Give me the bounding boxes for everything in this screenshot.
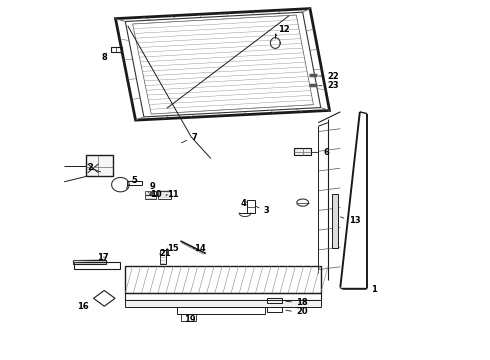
Text: 1: 1 bbox=[371, 285, 377, 294]
Text: 10: 10 bbox=[150, 190, 161, 199]
Text: 6: 6 bbox=[323, 148, 329, 157]
Text: 22: 22 bbox=[327, 72, 339, 81]
Text: 2: 2 bbox=[88, 163, 94, 172]
Text: 17: 17 bbox=[98, 253, 109, 262]
Text: 12: 12 bbox=[278, 25, 290, 34]
Text: 15: 15 bbox=[167, 244, 178, 253]
Text: 16: 16 bbox=[77, 302, 89, 311]
Text: 3: 3 bbox=[264, 206, 270, 215]
Text: 21: 21 bbox=[159, 249, 171, 258]
Polygon shape bbox=[332, 194, 338, 248]
Text: 19: 19 bbox=[184, 315, 196, 324]
Polygon shape bbox=[125, 300, 321, 307]
Text: 13: 13 bbox=[348, 216, 360, 225]
Polygon shape bbox=[294, 148, 311, 155]
Text: 8: 8 bbox=[102, 53, 108, 62]
Text: 18: 18 bbox=[296, 298, 308, 307]
Text: 5: 5 bbox=[132, 176, 138, 185]
Text: 23: 23 bbox=[327, 81, 339, 90]
Polygon shape bbox=[86, 155, 113, 176]
Text: 11: 11 bbox=[167, 190, 178, 199]
Text: 14: 14 bbox=[194, 244, 205, 253]
Text: 20: 20 bbox=[296, 307, 308, 316]
Text: 7: 7 bbox=[191, 133, 197, 142]
Text: 4: 4 bbox=[240, 199, 246, 208]
Text: 9: 9 bbox=[150, 182, 155, 191]
